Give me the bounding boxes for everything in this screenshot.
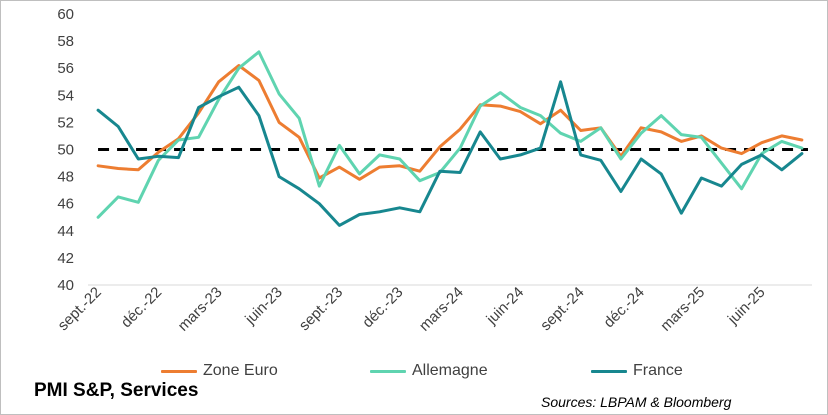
legend-swatch-france — [591, 369, 627, 373]
x-tick-label: juin-25 — [724, 284, 769, 329]
legend-swatch-allemagne — [370, 369, 406, 373]
legend-label-allemagne: Allemagne — [412, 362, 488, 379]
y-tick-label: 52 — [57, 114, 74, 131]
x-tick-label: sept.-23 — [296, 284, 346, 334]
x-tick-label: déc.-22 — [118, 284, 165, 331]
legend-label-zone-euro: Zone Euro — [203, 362, 278, 379]
chart-title: PMI S&P, Services — [34, 380, 199, 401]
y-tick-label: 46 — [57, 196, 74, 213]
x-tick-label: mars-23 — [175, 284, 226, 335]
y-tick-label: 50 — [57, 142, 74, 159]
x-tick-label: déc.-23 — [359, 284, 406, 331]
x-tick-label: déc.-24 — [600, 284, 647, 331]
chart-source: Sources: LBPAM & Bloomberg — [541, 394, 732, 410]
y-tick-label: 54 — [57, 87, 74, 104]
x-tick-label: mars-25 — [657, 284, 708, 335]
series-line-zone-euro — [96, 64, 804, 181]
legend-item-france: France — [591, 360, 683, 382]
y-tick-label: 56 — [57, 60, 74, 77]
y-tick-label: 44 — [57, 223, 74, 240]
x-tick-label: mars-24 — [416, 284, 467, 335]
legend-swatch-zone-euro — [161, 369, 197, 373]
y-axis-ticks: 40 42 44 46 48 50 52 54 56 58 60 — [57, 6, 74, 294]
x-tick-label: sept.-24 — [537, 284, 587, 334]
y-tick-label: 48 — [57, 169, 74, 186]
y-tick-label: 40 — [57, 277, 74, 294]
x-tick-label: juin-23 — [241, 284, 286, 329]
series-line-allemagne — [96, 50, 804, 219]
legend-label-france: France — [633, 362, 683, 379]
y-tick-label: 42 — [57, 250, 74, 267]
x-axis-ticks: sept.-22 déc.-22 mars-23 juin-23 sept.-23 déc… — [55, 284, 769, 335]
series-lines — [96, 50, 804, 227]
y-tick-label: 58 — [57, 33, 74, 50]
x-tick-label: juin-24 — [483, 284, 528, 329]
legend-item-zone-euro: Zone Euro — [161, 360, 278, 382]
y-tick-label: 60 — [57, 6, 74, 23]
series-line-france — [96, 80, 804, 227]
legend-item-allemagne: Allemagne — [370, 360, 488, 382]
